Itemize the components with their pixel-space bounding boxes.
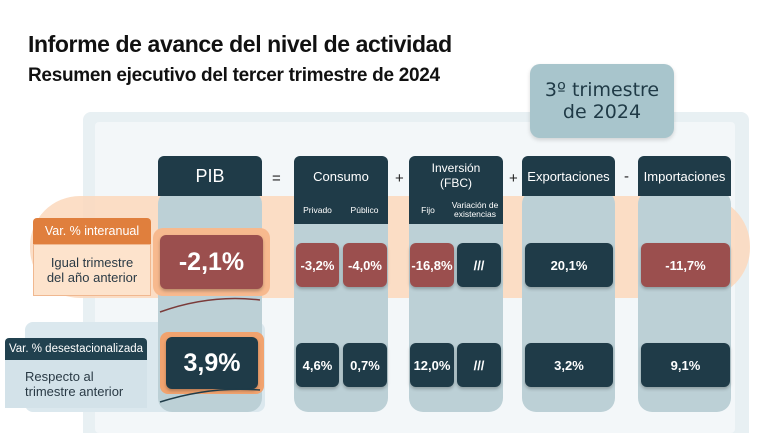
subheader-fijo: Fijo <box>409 196 447 224</box>
header-inversion-line2: (FBC) <box>440 176 472 190</box>
value-fijo-interanual: -16,8% <box>410 243 454 287</box>
value-exportaciones-interanual: 20,1% <box>525 243 613 287</box>
operator-minus: - <box>624 168 629 185</box>
value-importaciones-interanual: -11,7% <box>641 243 730 287</box>
quarter-box: 3º trimestre de 2024 <box>530 64 674 138</box>
row-label-interanual: Var. % interanual <box>33 218 151 244</box>
header-consumo: Consumo <box>294 156 388 196</box>
decorative-swoosh <box>159 297 261 403</box>
row-label-desestacionalizada: Var. % desestacionalizada <box>5 338 147 360</box>
title: Informe de avance del nivel de actividad <box>28 31 452 57</box>
header-inversion: Inversión (FBC) <box>409 156 503 196</box>
header-inversion-line1: Inversión <box>431 161 481 175</box>
value-exportaciones-desestacionalizada: 3,2% <box>525 343 613 387</box>
subheader-variacion-existencias: Variación de existencias <box>447 196 503 224</box>
value-existencias-interanual: /// <box>457 243 501 287</box>
row-desc-interanual-line1: Igual trimestre <box>50 255 134 270</box>
operator-plus-2: + <box>509 170 518 187</box>
value-existencias-desestacionalizada: /// <box>457 343 501 387</box>
value-fijo-desestacionalizada: 12,0% <box>410 343 454 387</box>
header-exportaciones: Exportaciones <box>522 156 615 196</box>
operator-plus-1: + <box>395 170 404 187</box>
operator-equals: = <box>272 170 281 187</box>
value-importaciones-desestacionalizada: 9,1% <box>641 343 730 387</box>
quarter-line2: de 2024 <box>562 101 642 123</box>
subheader-privado: Privado <box>294 196 341 224</box>
row-desc-desestacionalizada: Respecto al trimestre anterior <box>5 360 147 408</box>
subtitle: Resumen ejecutivo del tercer trimestre d… <box>28 65 440 86</box>
value-pib-interanual: -2,1% <box>160 235 263 289</box>
quarter-line1: 3º trimestre <box>544 79 660 101</box>
header-pib: PIB <box>158 156 262 196</box>
value-privado-desestacionalizada: 4,6% <box>296 343 339 387</box>
value-publico-interanual: -4,0% <box>343 243 387 287</box>
row-desc-desestacionalizada-line2: trimestre anterior <box>25 384 124 399</box>
header-importaciones: Importaciones <box>638 156 731 196</box>
subheader-publico: Público <box>341 196 388 224</box>
value-publico-desestacionalizada: 0,7% <box>343 343 387 387</box>
value-privado-interanual: -3,2% <box>296 243 339 287</box>
row-desc-interanual: Igual trimestre del año anterior <box>33 244 151 296</box>
value-pib-desestacionalizada: 3,9% <box>166 337 258 389</box>
row-desc-desestacionalizada-line1: Respecto al <box>25 369 94 384</box>
row-desc-interanual-line2: del año anterior <box>46 270 138 285</box>
